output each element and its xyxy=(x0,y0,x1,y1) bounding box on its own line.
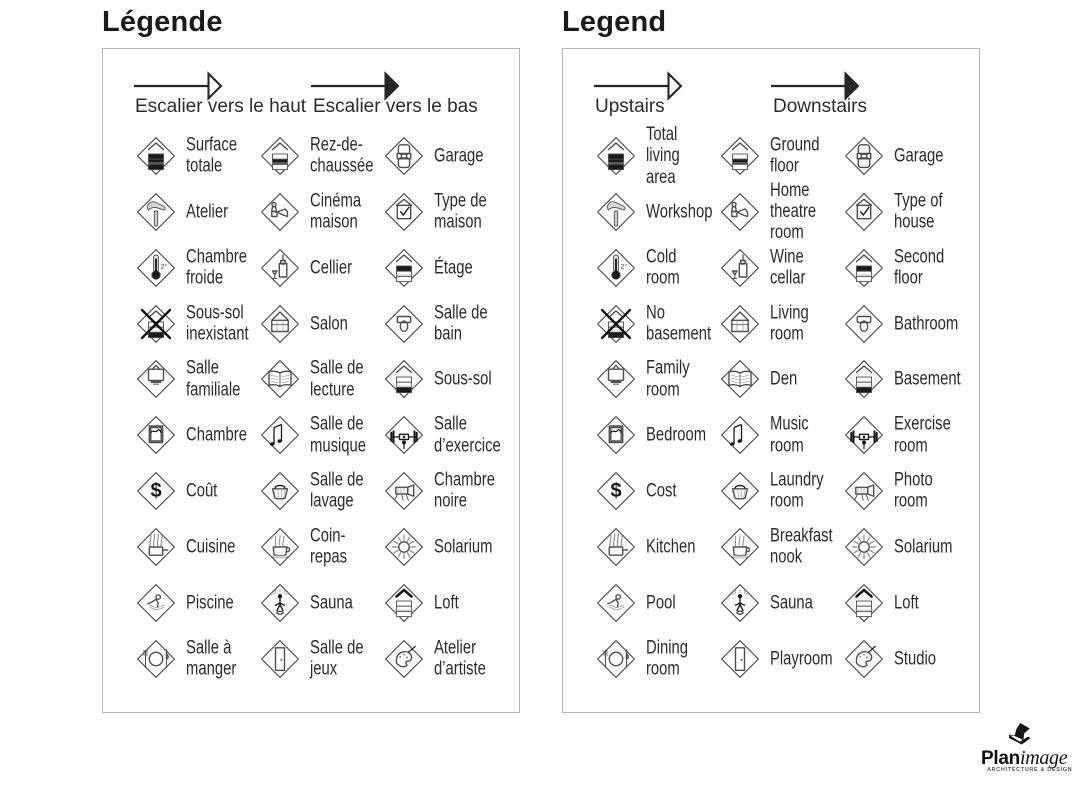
svg-text:$: $ xyxy=(150,480,161,502)
svg-text:2°: 2° xyxy=(161,263,168,271)
svg-text:$: $ xyxy=(610,480,621,502)
svg-text:2°: 2° xyxy=(621,263,628,271)
